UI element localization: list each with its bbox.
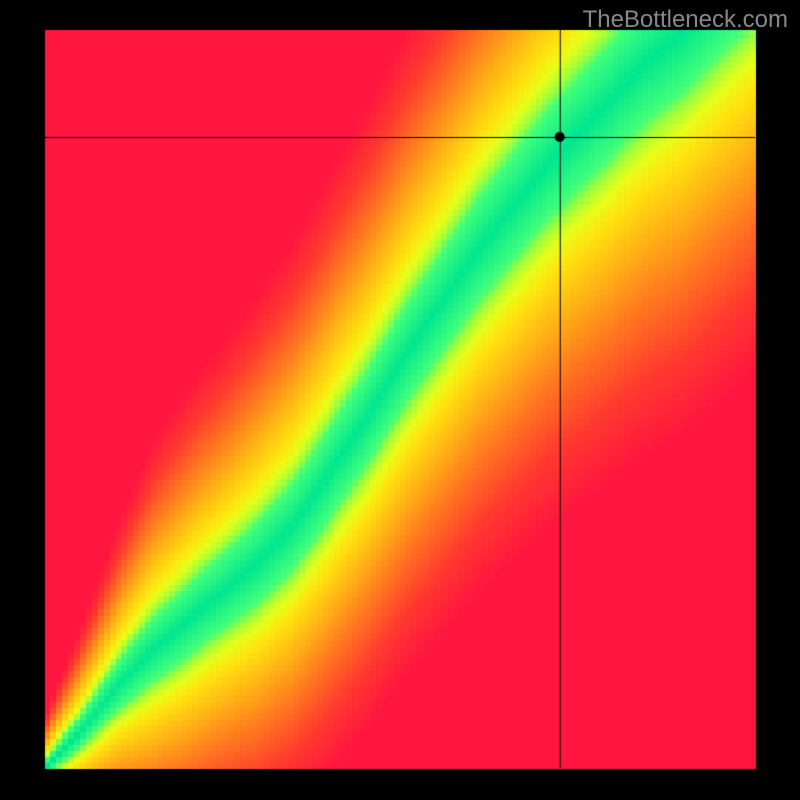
heatmap-canvas — [0, 0, 800, 800]
chart-container: TheBottleneck.com — [0, 0, 800, 800]
watermark-text: TheBottleneck.com — [583, 6, 788, 34]
